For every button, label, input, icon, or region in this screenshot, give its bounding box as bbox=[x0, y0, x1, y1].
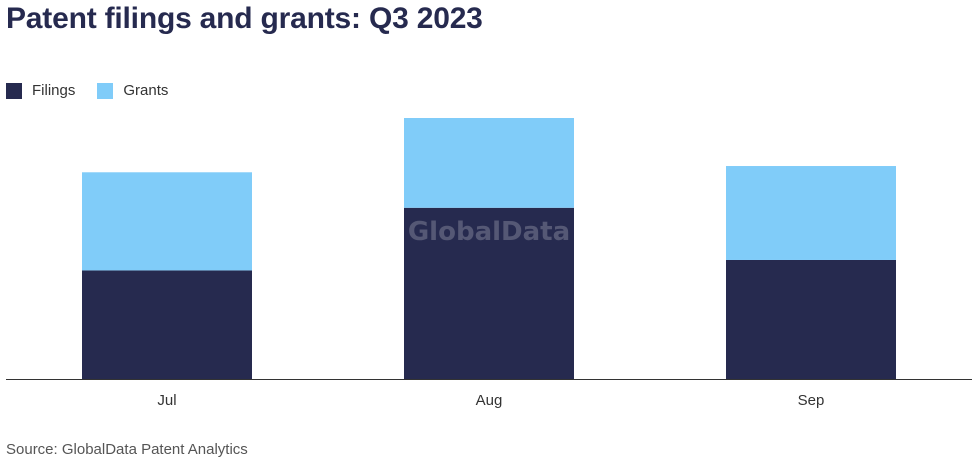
bar-filings-aug bbox=[404, 207, 574, 379]
legend-item-filings: Filings bbox=[6, 82, 75, 99]
legend-label-filings: Filings bbox=[32, 82, 76, 99]
source-note: Source: GlobalData Patent Analytics bbox=[6, 441, 248, 458]
legend-swatch-grants bbox=[97, 82, 114, 99]
legend-swatch-filings bbox=[6, 82, 22, 99]
chart-legend: Filings Grants bbox=[6, 82, 190, 99]
watermark-logo: GlobalData bbox=[408, 217, 570, 247]
bar-grants-sep bbox=[726, 166, 896, 260]
bar-chart: Jul Aug Sep GlobalData bbox=[6, 118, 972, 409]
x-tick-label-aug: Aug bbox=[476, 392, 503, 409]
legend-label-grants: Grants bbox=[123, 82, 169, 99]
bar-grants-jul bbox=[82, 172, 252, 271]
bar-filings-jul bbox=[82, 270, 252, 379]
x-tick-label-jul: Jul bbox=[157, 392, 176, 409]
bar-filings-sep bbox=[726, 259, 896, 379]
x-tick-label-sep: Sep bbox=[798, 392, 825, 409]
chart-title: Patent filings and grants: Q3 2023 bbox=[6, 2, 483, 35]
legend-item-grants: Grants bbox=[97, 82, 168, 99]
bar-grants-aug bbox=[404, 118, 574, 208]
